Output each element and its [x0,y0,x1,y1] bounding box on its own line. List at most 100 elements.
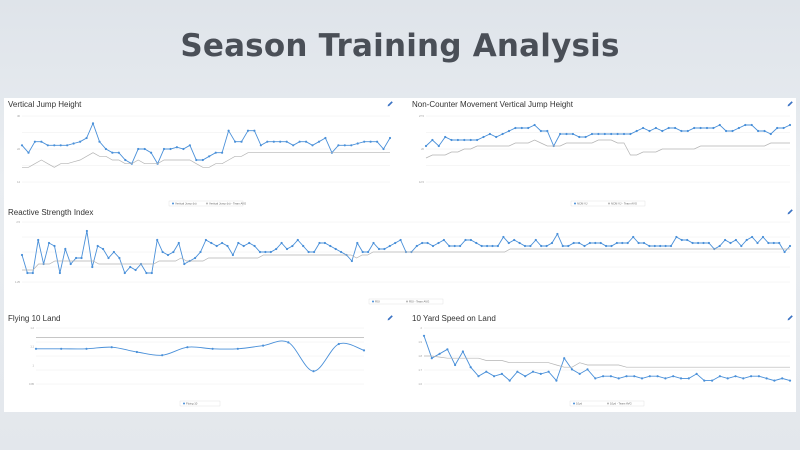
data-point [712,126,715,130]
data-point [150,151,153,154]
data-point [783,250,786,254]
data-point [285,247,289,251]
chart-title: Non-Counter Movement Vertical Jump Heigh… [412,100,573,109]
data-point [340,250,343,254]
legend-marker [206,202,208,205]
pencil-icon[interactable] [786,314,794,322]
data-point [459,244,462,248]
data-point [195,158,198,162]
data-point [66,144,69,147]
series-line-athlete [423,335,791,382]
data-point [372,241,375,245]
data-point [729,241,732,245]
pencil-icon[interactable] [786,208,794,216]
data-point [236,347,239,350]
data-point [782,126,785,130]
y-tick-label: 12.5 [419,180,425,184]
data-point [123,271,126,275]
data-point [516,370,519,373]
legend-entry: 10yd [576,402,583,406]
data-point [98,140,101,143]
series-line-team-avg [22,248,790,271]
data-point [546,129,549,133]
data-point [507,241,510,245]
data-point [382,147,385,151]
pencil-icon[interactable] [786,100,794,108]
data-point [767,241,770,245]
data-point [376,140,379,143]
data-point [750,375,753,378]
data-point [740,244,743,248]
data-point [469,138,472,142]
data-point [702,241,705,245]
data-point [188,144,191,147]
legend-entry: NCM VJ - Team AVG [611,202,637,206]
data-point [602,375,605,378]
data-point [656,375,659,378]
data-point [469,366,472,369]
data-point [485,370,488,373]
legend-marker [573,402,575,405]
chart-vertical-jump: 30 22 14 Vertical Jump (in) Vertical Jump (i… [17,114,392,207]
data-point [246,129,250,132]
data-point [110,346,113,349]
data-point [594,241,597,245]
data-point [369,140,372,143]
data-point [539,129,542,133]
pencil-icon[interactable] [386,314,394,322]
data-point [686,238,689,242]
data-point [201,158,204,162]
data-point [104,147,107,151]
data-point [578,372,581,375]
data-point [69,262,72,266]
data-point [725,129,728,133]
data-point [259,144,262,147]
data-point [424,144,428,148]
data-point [578,135,581,139]
y-tick-label: 1.8 [418,354,422,358]
data-point [53,144,56,147]
data-point [491,244,494,248]
data-point [31,271,34,275]
data-point [343,144,346,147]
data-point [731,129,734,133]
chart-title: 10 Yard Speed on Land [412,314,496,323]
data-point [711,379,714,382]
data-point [464,238,467,242]
data-point [625,375,628,378]
chart-ncm-jump: 27.5 20 12.5 NCM VJ NCM VJ - Team AVG [419,114,792,207]
data-point [307,250,310,254]
data-point [456,138,459,142]
pencil-icon[interactable] [386,100,394,108]
data-point [724,238,727,242]
data-point [672,375,675,378]
data-point [394,241,397,245]
data-point [377,247,381,251]
data-point [693,126,696,130]
series-line-team-avg [22,152,390,168]
chart-flying10: 1.2 1.1 1 0.95 Flying 10 [29,326,366,407]
data-point [518,241,521,245]
data-point [695,372,698,375]
y-tick-label: 20 [421,147,424,151]
legend-entry: NCM VJ [577,202,588,206]
data-point [609,375,612,378]
data-point [687,377,690,380]
data-point [269,250,272,254]
data-point [430,357,433,360]
data-point [258,250,262,254]
data-point [482,135,485,139]
legend-entry: RSI [375,300,380,304]
data-point [699,126,702,130]
data-point [234,140,237,143]
data-point [635,129,638,133]
series-line-athlete [425,124,791,148]
data-point [85,229,88,233]
data-point [221,241,224,245]
data-point [599,241,602,245]
data-point [603,132,606,136]
data-point [361,250,364,254]
data-point [653,244,656,248]
data-point [182,147,185,151]
data-point [761,235,765,239]
